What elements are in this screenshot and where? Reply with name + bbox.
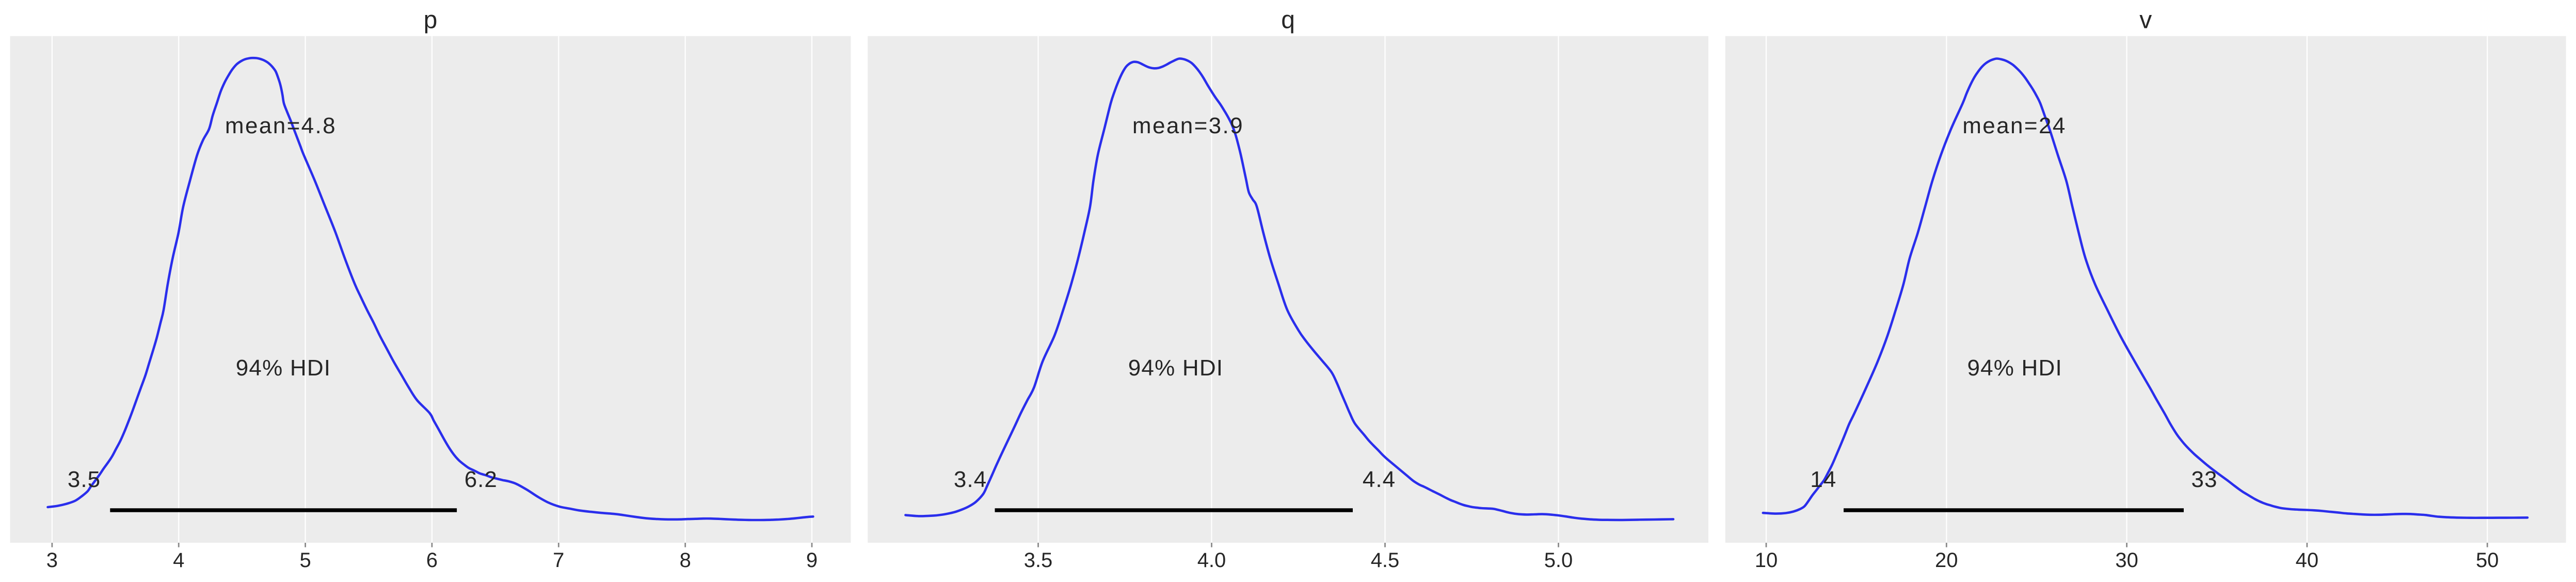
- svg-text:3: 3: [46, 549, 58, 572]
- svg-text:3.4: 3.4: [954, 467, 987, 492]
- svg-text:14: 14: [1810, 467, 1836, 492]
- svg-text:4: 4: [173, 549, 184, 572]
- svg-text:30: 30: [2115, 549, 2138, 572]
- svg-text:40: 40: [2296, 549, 2319, 572]
- svg-text:v: v: [2139, 7, 2152, 34]
- svg-text:4.0: 4.0: [1197, 549, 1226, 572]
- svg-text:6.2: 6.2: [465, 467, 498, 492]
- svg-text:7: 7: [553, 549, 564, 572]
- svg-text:q: q: [1281, 7, 1295, 34]
- svg-text:50: 50: [2476, 549, 2499, 572]
- svg-text:mean=3.9: mean=3.9: [1132, 113, 1244, 138]
- svg-text:4.4: 4.4: [1363, 467, 1396, 492]
- svg-text:94% HDI: 94% HDI: [1128, 355, 1223, 381]
- svg-text:4.5: 4.5: [1371, 549, 1400, 572]
- svg-text:6: 6: [426, 549, 438, 572]
- svg-text:3.5: 3.5: [68, 467, 101, 492]
- svg-text:5.0: 5.0: [1544, 549, 1573, 572]
- svg-text:5: 5: [299, 549, 311, 572]
- svg-text:p: p: [424, 7, 438, 34]
- svg-text:9: 9: [806, 549, 818, 572]
- svg-text:mean=24: mean=24: [1962, 113, 2067, 138]
- svg-text:94% HDI: 94% HDI: [236, 355, 331, 381]
- svg-text:10: 10: [1755, 549, 1778, 572]
- svg-text:8: 8: [680, 549, 691, 572]
- svg-text:3.5: 3.5: [1024, 549, 1053, 572]
- svg-text:20: 20: [1935, 549, 1958, 572]
- svg-text:94% HDI: 94% HDI: [1967, 355, 2062, 381]
- svg-text:mean=4.8: mean=4.8: [225, 113, 337, 138]
- svg-text:33: 33: [2191, 467, 2218, 492]
